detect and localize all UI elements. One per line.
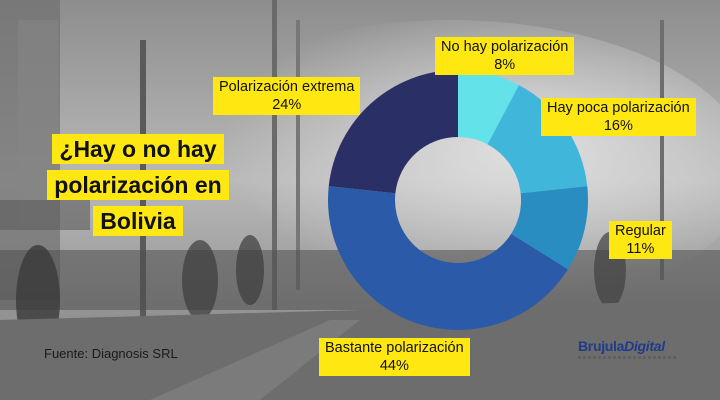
brand-logo: BrujulaDigital (578, 338, 688, 359)
slice-label: Polarización extrema (219, 79, 355, 95)
donut-slice-no-hay-polarización (458, 70, 519, 145)
label-hay-poca-polarizacion: Hay poca polarización 16% (541, 98, 696, 136)
headline-line-2: polarización en (47, 170, 229, 200)
donut-slice-hay-poca-polarización (487, 85, 588, 194)
source-note: Fuente: Diagnosis SRL (44, 346, 178, 361)
headline-line-3: Bolivia (93, 206, 183, 236)
donut-slice-bastante-polarización (328, 186, 568, 330)
slice-label: No hay polarización (441, 39, 569, 55)
brand-name-part1: Brujula (578, 338, 625, 354)
slice-value: 24% (272, 97, 302, 113)
label-regular: Regular 11% (609, 221, 672, 259)
slice-label: Hay poca polarización (547, 100, 690, 116)
headline-line-1: ¿Hay o no hay (52, 134, 224, 164)
donut-slice-polarización-extrema (328, 70, 458, 194)
brand-tagline-decoration (578, 356, 678, 359)
headline: ¿Hay o no hay polarización en Bolivia (40, 131, 236, 239)
brand-name-part2: Digital (624, 338, 665, 354)
slice-value: 16% (603, 118, 633, 134)
slice-label: Regular (615, 223, 666, 239)
label-polarizacion-extrema: Polarización extrema 24% (213, 77, 361, 115)
slice-value: 11% (626, 241, 655, 257)
slice-label: Bastante polarización (325, 340, 464, 356)
slice-value: 44% (379, 358, 409, 374)
donut-slice-regular (511, 186, 588, 270)
slice-value: 8% (494, 57, 516, 73)
label-no-hay-polarizacion: No hay polarización 8% (435, 37, 575, 75)
label-bastante-polarizacion: Bastante polarización 44% (319, 338, 470, 376)
